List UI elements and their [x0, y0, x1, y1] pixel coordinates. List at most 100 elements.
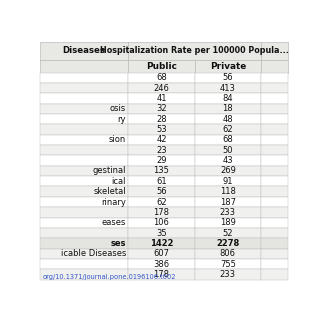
Text: 48: 48: [222, 115, 233, 124]
Bar: [128, 104, 195, 114]
Bar: [128, 218, 195, 228]
Bar: [128, 259, 195, 269]
Text: skeletal: skeletal: [93, 187, 126, 196]
Text: 68: 68: [222, 135, 233, 144]
Bar: [128, 42, 261, 60]
Bar: [261, 124, 288, 135]
Bar: [40, 197, 128, 207]
Text: 269: 269: [220, 166, 236, 175]
Text: 41: 41: [156, 94, 167, 103]
Bar: [128, 197, 195, 207]
Text: 178: 178: [154, 208, 170, 217]
Text: 52: 52: [223, 228, 233, 237]
Bar: [40, 228, 128, 238]
Text: icable Diseases: icable Diseases: [61, 249, 126, 258]
Text: 607: 607: [154, 249, 170, 258]
Bar: [261, 73, 288, 83]
Bar: [40, 269, 128, 280]
Bar: [128, 114, 195, 124]
Bar: [195, 60, 261, 73]
Text: 178: 178: [154, 270, 170, 279]
Bar: [195, 156, 261, 166]
Bar: [128, 135, 195, 145]
Bar: [195, 124, 261, 135]
Text: 62: 62: [156, 197, 167, 206]
Text: 91: 91: [223, 177, 233, 186]
Bar: [261, 228, 288, 238]
Bar: [128, 187, 195, 197]
Text: 53: 53: [156, 125, 167, 134]
Bar: [195, 145, 261, 156]
Bar: [195, 259, 261, 269]
Text: 1422: 1422: [150, 239, 173, 248]
Bar: [261, 93, 288, 104]
Bar: [128, 60, 195, 73]
Bar: [261, 269, 288, 280]
Text: ses: ses: [110, 239, 126, 248]
Bar: [261, 259, 288, 269]
Bar: [195, 269, 261, 280]
Bar: [128, 269, 195, 280]
Bar: [128, 238, 195, 249]
Bar: [261, 83, 288, 93]
Bar: [195, 197, 261, 207]
Bar: [40, 249, 128, 259]
Text: 413: 413: [220, 84, 236, 93]
Text: 56: 56: [156, 187, 167, 196]
Bar: [40, 124, 128, 135]
Text: 42: 42: [156, 135, 167, 144]
Bar: [261, 156, 288, 166]
Text: 35: 35: [156, 228, 167, 237]
Bar: [195, 114, 261, 124]
Bar: [128, 145, 195, 156]
Text: 50: 50: [223, 146, 233, 155]
Bar: [40, 176, 128, 187]
Text: 61: 61: [156, 177, 167, 186]
Text: org/10.1371/journal.pone.0196106.t002: org/10.1371/journal.pone.0196106.t002: [43, 274, 176, 280]
Bar: [261, 60, 288, 73]
Bar: [40, 207, 128, 218]
Bar: [261, 249, 288, 259]
Text: 189: 189: [220, 218, 236, 227]
Bar: [40, 238, 128, 249]
Text: 68: 68: [156, 73, 167, 82]
Text: 32: 32: [156, 104, 167, 113]
Bar: [40, 42, 128, 60]
Bar: [40, 135, 128, 145]
Text: 43: 43: [222, 156, 233, 165]
Text: Diseases: Diseases: [62, 46, 106, 55]
Bar: [128, 83, 195, 93]
Text: osis: osis: [110, 104, 126, 113]
Bar: [261, 197, 288, 207]
Bar: [40, 114, 128, 124]
Bar: [128, 93, 195, 104]
Bar: [195, 83, 261, 93]
Bar: [40, 187, 128, 197]
Bar: [195, 104, 261, 114]
Text: 246: 246: [154, 84, 170, 93]
Bar: [128, 176, 195, 187]
Bar: [195, 207, 261, 218]
Bar: [128, 166, 195, 176]
Bar: [195, 73, 261, 83]
Bar: [261, 104, 288, 114]
Bar: [195, 249, 261, 259]
Text: Private: Private: [210, 62, 246, 71]
Bar: [261, 145, 288, 156]
Bar: [40, 156, 128, 166]
Text: 56: 56: [222, 73, 233, 82]
Bar: [261, 187, 288, 197]
Text: sion: sion: [109, 135, 126, 144]
Text: rinary: rinary: [101, 197, 126, 206]
Bar: [195, 228, 261, 238]
Text: 84: 84: [222, 94, 233, 103]
Bar: [128, 228, 195, 238]
Bar: [261, 42, 288, 60]
Bar: [40, 145, 128, 156]
Text: 28: 28: [156, 115, 167, 124]
Text: 62: 62: [222, 125, 233, 134]
Bar: [261, 166, 288, 176]
Bar: [40, 218, 128, 228]
Bar: [261, 218, 288, 228]
Text: Hospitalization Rate per 100000 Popula...: Hospitalization Rate per 100000 Popula..…: [100, 46, 289, 55]
